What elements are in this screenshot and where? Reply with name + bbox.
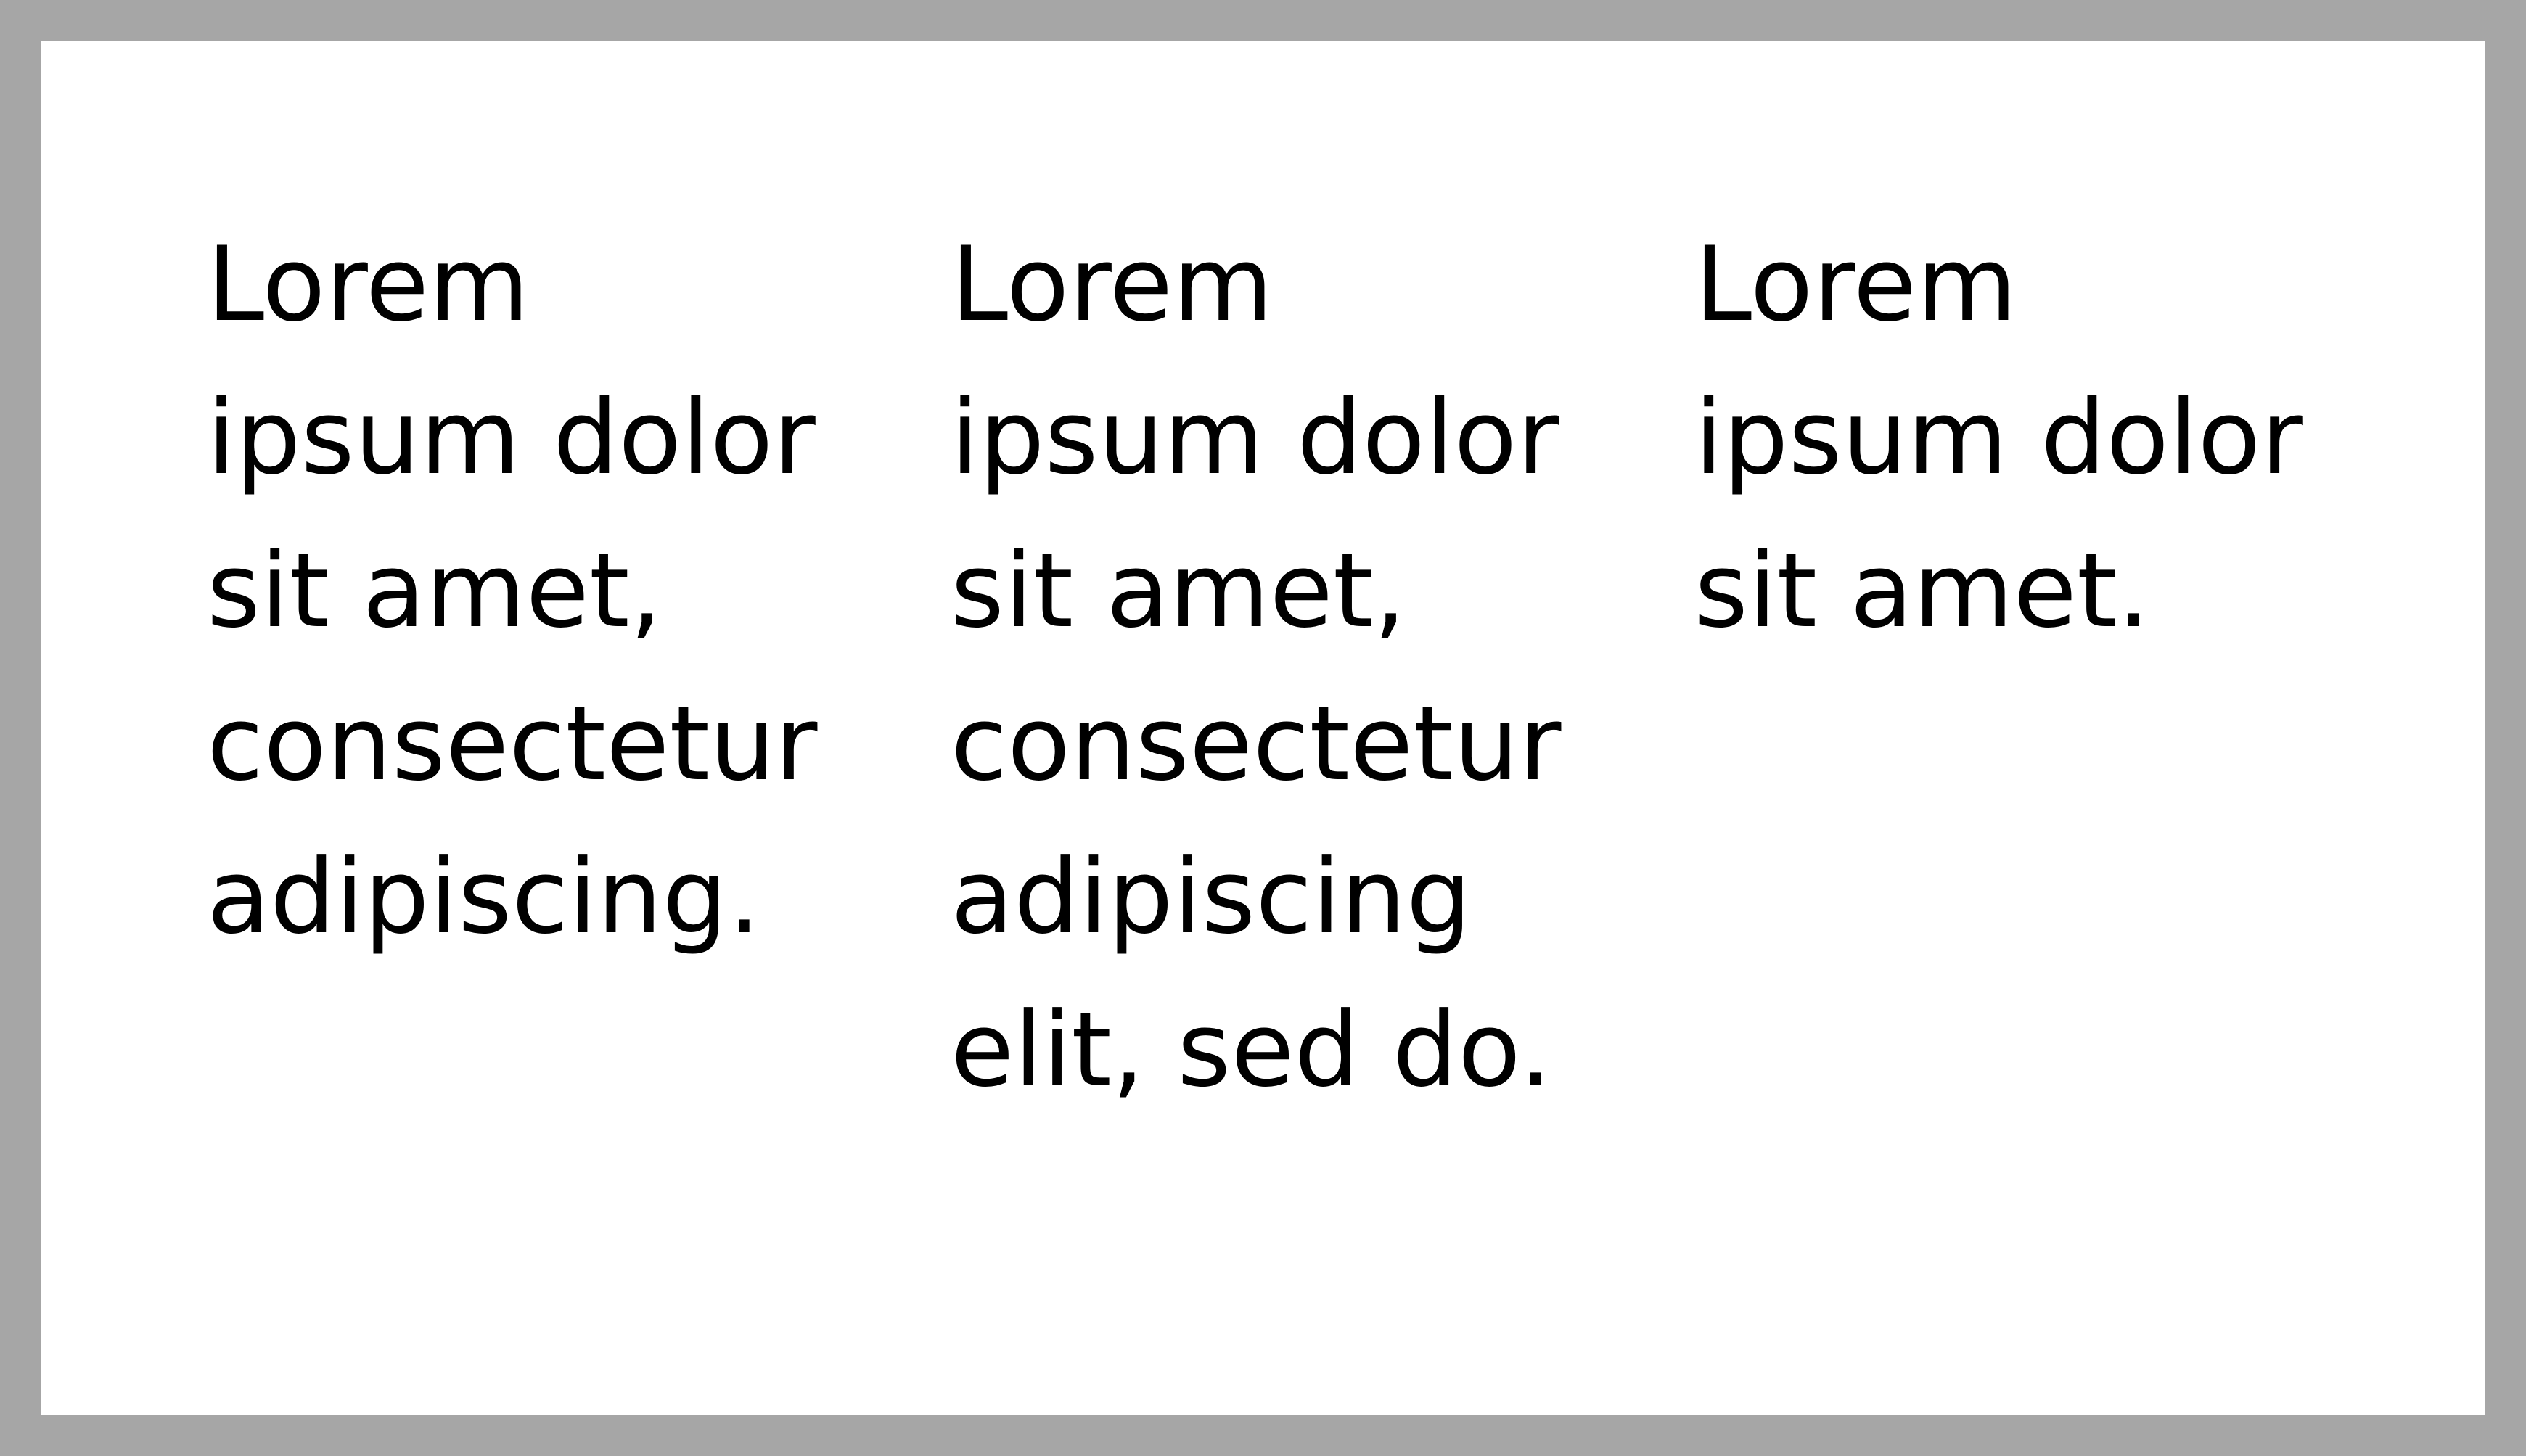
text-column-1: Lorem ipsum dolor sit amet, consectetur … [207, 225, 818, 957]
text-column-2: Lorem ipsum dolor sit amet, consectetur … [951, 225, 1562, 1110]
text-columns: Lorem ipsum dolor sit amet, consectetur … [207, 208, 2420, 1127]
text-column-3: Lorem ipsum dolor sit amet. [1694, 225, 2303, 651]
page-canvas: Lorem ipsum dolor sit amet, consectetur … [41, 41, 2485, 1415]
